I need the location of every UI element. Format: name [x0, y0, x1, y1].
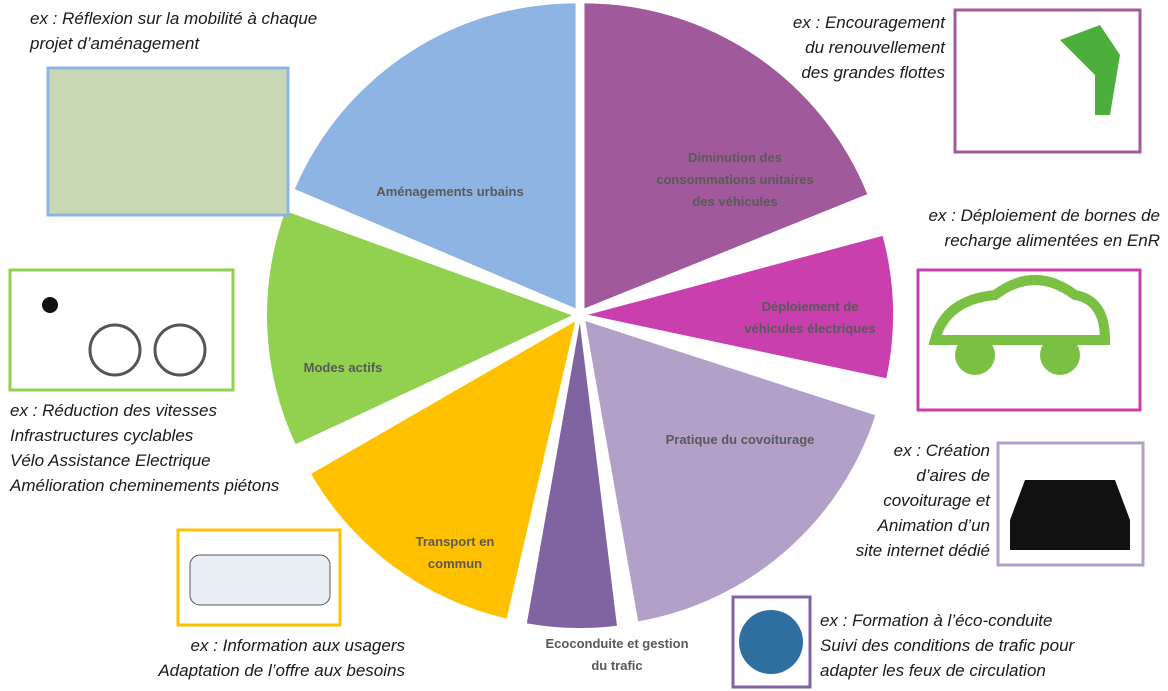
- image-frame: [10, 270, 233, 390]
- segment-label: Modes actifs: [304, 357, 383, 379]
- gauge-icon: [739, 610, 803, 674]
- segment-label: Aménagements urbains: [376, 181, 523, 203]
- example-line: Vélo Assistance Electrique: [10, 448, 279, 473]
- page: Aménagements urbains ex : Réflexion sur l…: [0, 0, 1168, 691]
- segment-label-line: Diminution des: [656, 147, 813, 169]
- example-line: des grandes flottes: [793, 60, 945, 85]
- diagram: [0, 0, 1168, 691]
- example-line: ex : Encouragement: [793, 10, 945, 35]
- example-line: covoiturage et: [856, 488, 990, 513]
- walker-icon: [42, 297, 58, 313]
- ev-icon: [955, 335, 995, 375]
- segment-label-line: Déploiement de: [744, 296, 876, 318]
- segment-label: Pratique du covoiturage: [666, 429, 815, 451]
- example-line: adapter les feux de circulation: [820, 658, 1074, 683]
- example-line: du renouvellement: [793, 35, 945, 60]
- segment-label-line: Pratique du covoiturage: [666, 429, 815, 451]
- example-line: ex : Création: [856, 438, 990, 463]
- example-line: site internet dédié: [856, 538, 990, 563]
- example-line: recharge alimentées en EnR: [928, 228, 1160, 253]
- example-line: Adaptation de l’offre aux besoins: [158, 658, 405, 683]
- bus-icon: [190, 555, 330, 605]
- segment-label-line: consommations unitaires: [656, 169, 813, 191]
- segment-label-line: véhicules électriques: [744, 318, 876, 340]
- segment-label-line: du trafic: [545, 655, 688, 677]
- example-line: ex : Réflexion sur la mobilité à chaque: [30, 6, 317, 31]
- image-frame: [48, 68, 288, 215]
- example-line: ex : Formation à l’éco-conduite: [820, 608, 1074, 633]
- example-line: ex : Déploiement de bornes de: [928, 203, 1160, 228]
- segment-label-line: Transport en: [416, 531, 495, 553]
- example-line: Suivi des conditions de trafic pour: [820, 633, 1074, 658]
- ev-icon: [1040, 335, 1080, 375]
- example-line: projet d’aménagement: [30, 31, 317, 56]
- segment-label-line: des véhicules: [656, 191, 813, 213]
- segment-label-line: Modes actifs: [304, 357, 383, 379]
- segment-label-line: commun: [416, 553, 495, 575]
- example-line: Infrastructures cyclables: [10, 423, 279, 448]
- example-line: ex : Information aux usagers: [158, 633, 405, 658]
- segment-label-line: Aménagements urbains: [376, 181, 523, 203]
- example-line: Animation d’un: [856, 513, 990, 538]
- example-line: d’aires de: [856, 463, 990, 488]
- example-line: Amélioration cheminements piétons: [10, 473, 279, 498]
- example-line: ex : Réduction des vitesses: [10, 398, 279, 423]
- car-icon: [1010, 480, 1130, 550]
- segment-label-line: Ecoconduite et gestion: [545, 633, 688, 655]
